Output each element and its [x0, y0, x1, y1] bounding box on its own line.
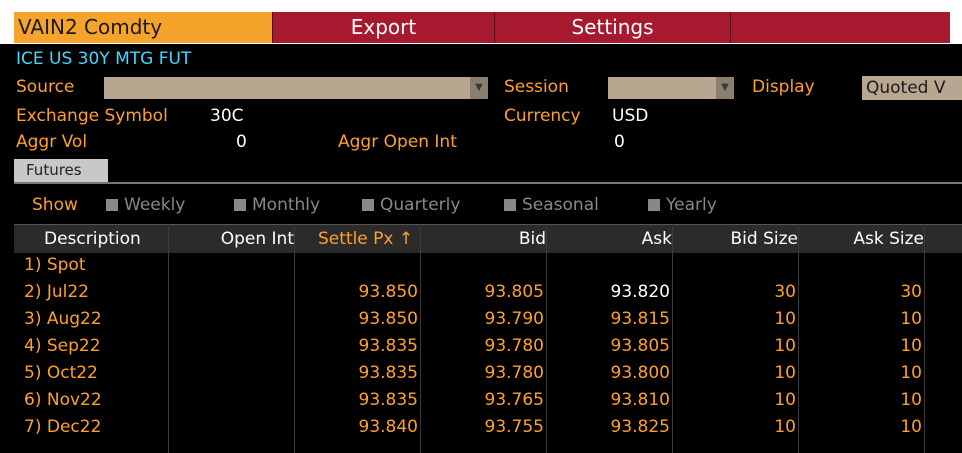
exchange-symbol-label: Exchange Symbol	[16, 106, 168, 126]
filter-weekly[interactable]: Weekly	[106, 195, 185, 215]
table-row[interactable]: 4) Sep22 93.835 93.780 93.805 10 10	[14, 333, 962, 360]
table-header: Description Open Int Settle Px ↑ Bid Ask…	[14, 224, 962, 253]
column-divider	[420, 224, 421, 453]
filter-yearly[interactable]: Yearly	[648, 195, 717, 215]
col-open-int[interactable]: Open Int	[220, 229, 294, 249]
bid-cell: 93.755	[484, 417, 544, 437]
settings-button[interactable]: Settings	[494, 12, 730, 43]
row-description[interactable]: 5) Oct22	[24, 363, 98, 383]
col-description[interactable]: Description	[44, 229, 141, 249]
show-label: Show	[32, 195, 78, 215]
ask-cell: 93.825	[610, 417, 670, 437]
table-row[interactable]: 3) Aug22 93.850 93.790 93.815 10 10	[14, 306, 962, 333]
source-dropdown[interactable]: ▼	[104, 77, 488, 99]
bid-cell: 93.780	[484, 336, 544, 356]
bid-size-cell: 10	[774, 336, 796, 356]
settle-px-cell: 93.835	[358, 336, 418, 356]
ask-size-cell: 30	[900, 282, 922, 302]
security-name: ICE US 30Y MTG FUT	[16, 49, 192, 69]
chevron-down-icon: ▼	[716, 77, 734, 99]
exchange-symbol-value: 30C	[210, 106, 244, 126]
filter-monthly[interactable]: Monthly	[234, 195, 320, 215]
row-description[interactable]: 1) Spot	[24, 255, 86, 275]
column-divider	[546, 224, 547, 453]
bid-cell: 93.805	[484, 282, 544, 302]
settle-px-cell: 93.850	[358, 282, 418, 302]
column-divider	[924, 224, 925, 453]
row-description[interactable]: 6) Nov22	[24, 390, 102, 410]
table-row[interactable]: 7) Dec22 93.840 93.755 93.825 10 10	[14, 414, 962, 441]
column-divider	[294, 224, 295, 453]
ask-size-cell: 10	[900, 309, 922, 329]
chevron-down-icon: ▼	[470, 77, 488, 99]
col-ask[interactable]: Ask	[641, 229, 672, 249]
ask-size-cell: 10	[900, 417, 922, 437]
currency-label: Currency	[504, 106, 581, 126]
column-divider	[672, 224, 673, 453]
row-description[interactable]: 7) Dec22	[24, 417, 102, 437]
bid-cell: 93.765	[484, 390, 544, 410]
table-row[interactable]: 6) Nov22 93.835 93.765 93.810 10 10	[14, 387, 962, 414]
aggr-vol-value: 0	[236, 132, 247, 152]
checkbox-icon	[648, 199, 660, 211]
checkbox-icon	[106, 199, 118, 211]
row-description[interactable]: 2) Jul22	[24, 282, 89, 302]
aggr-open-int-value: 0	[614, 132, 625, 152]
ask-size-cell: 10	[900, 363, 922, 383]
column-divider	[798, 224, 799, 453]
row-description[interactable]: 4) Sep22	[24, 336, 101, 356]
bid-size-cell: 10	[774, 417, 796, 437]
ask-cell: 93.815	[610, 309, 670, 329]
bid-size-cell: 30	[774, 282, 796, 302]
column-divider	[168, 224, 169, 453]
tab-divider	[14, 182, 962, 184]
session-label: Session	[504, 77, 569, 97]
table-row[interactable]: 5) Oct22 93.835 93.780 93.800 10 10	[14, 360, 962, 387]
bid-size-cell: 10	[774, 309, 796, 329]
row-description[interactable]: 3) Aug22	[24, 309, 102, 329]
aggr-vol-label: Aggr Vol	[16, 132, 88, 152]
checkbox-icon	[504, 199, 516, 211]
ask-cell: 93.810	[610, 390, 670, 410]
settle-px-cell: 93.850	[358, 309, 418, 329]
filter-quarterly[interactable]: Quarterly	[362, 195, 460, 215]
bid-size-cell: 10	[774, 363, 796, 383]
bid-cell: 93.790	[484, 309, 544, 329]
settle-px-cell: 93.835	[358, 363, 418, 383]
bid-cell: 93.780	[484, 363, 544, 383]
checkbox-icon	[362, 199, 374, 211]
col-bid-size[interactable]: Bid Size	[730, 229, 798, 249]
col-bid[interactable]: Bid	[518, 229, 546, 249]
source-label: Source	[16, 77, 75, 97]
currency-value: USD	[612, 106, 649, 126]
ask-size-cell: 10	[900, 336, 922, 356]
export-button[interactable]: Export	[272, 12, 494, 43]
table-row[interactable]: 2) Jul22 93.850 93.805 93.820 30 30	[14, 279, 962, 306]
ask-cell: 93.805	[610, 336, 670, 356]
aggr-open-int-label: Aggr Open Int	[338, 132, 457, 152]
col-ask-size[interactable]: Ask Size	[853, 229, 924, 249]
session-dropdown[interactable]: ▼	[608, 77, 734, 99]
settle-px-cell: 93.840	[358, 417, 418, 437]
ask-cell: 93.800	[610, 363, 670, 383]
bid-size-cell: 10	[774, 390, 796, 410]
toolbar-blank-button[interactable]	[730, 12, 950, 43]
ask-size-cell: 10	[900, 390, 922, 410]
top-toolbar: VAIN2 Comdty Export Settings	[0, 0, 962, 44]
filter-seasonal[interactable]: Seasonal	[504, 195, 599, 215]
ask-cell: 93.820	[610, 282, 670, 302]
tab-futures[interactable]: Futures	[14, 159, 108, 182]
display-label: Display	[752, 77, 815, 97]
table-row[interactable]: 1) Spot	[14, 252, 962, 279]
col-settle-px[interactable]: Settle Px ↑	[318, 229, 414, 249]
filter-row: Show Weekly Monthly Quarterly Seasonal Y…	[0, 192, 962, 218]
display-dropdown[interactable]: Quoted V	[862, 76, 962, 100]
ticker-field[interactable]: VAIN2 Comdty	[14, 12, 272, 43]
checkbox-icon	[234, 199, 246, 211]
settle-px-cell: 93.835	[358, 390, 418, 410]
